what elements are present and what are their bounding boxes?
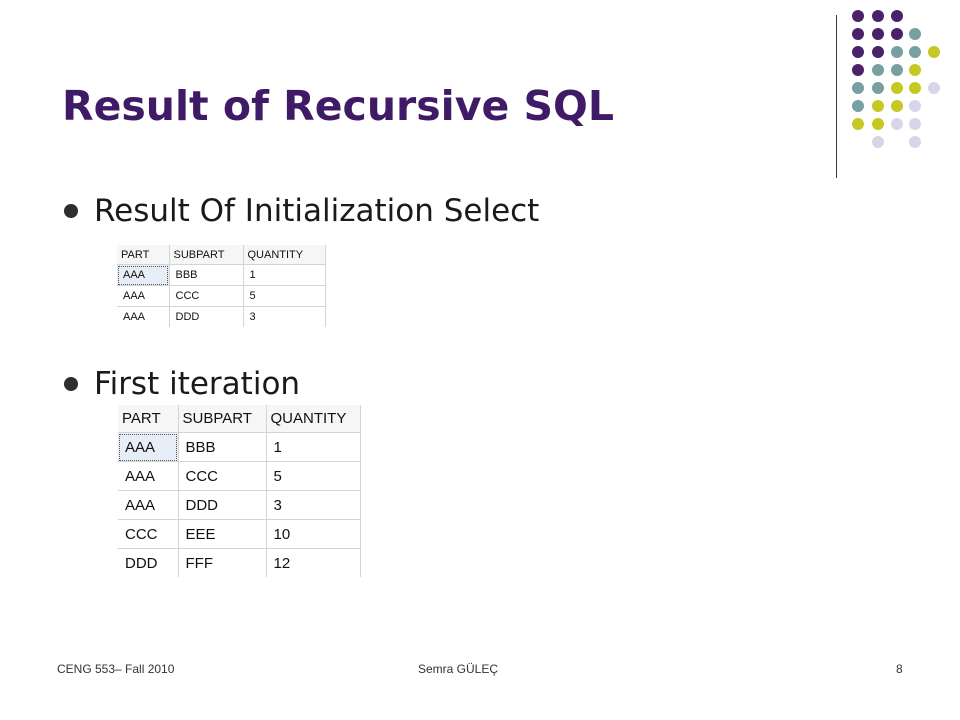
- table-cell: BBB: [169, 264, 244, 286]
- column-header: QUANTITY: [266, 405, 361, 433]
- table-row: AAA DDD 3: [118, 490, 361, 520]
- decorative-dot: [872, 100, 884, 112]
- table-cell: CCC: [178, 461, 267, 491]
- result-table-first-iteration: PART SUBPART QUANTITY AAA BBB 1 AAA CCC …: [118, 405, 361, 577]
- decorative-dot: [891, 118, 903, 130]
- decorative-dot: [928, 82, 940, 94]
- column-header: SUBPART: [169, 245, 244, 265]
- decorative-dot: [909, 82, 921, 94]
- decorative-dot: [852, 10, 864, 22]
- decorative-dot: [891, 100, 903, 112]
- table-cell: AAA: [118, 432, 179, 462]
- bullet-item-first-iteration: First iteration: [64, 366, 300, 402]
- table-row: AAA CCC 5: [117, 285, 326, 307]
- bullet-text: First iteration: [94, 366, 301, 402]
- footer-page-number: 8: [896, 662, 903, 676]
- decorative-dot: [872, 46, 884, 58]
- table-row: DDD FFF 12: [118, 548, 361, 577]
- table-cell: 3: [266, 490, 361, 520]
- column-header: PART: [117, 245, 170, 265]
- decorative-dot: [872, 82, 884, 94]
- table-cell: AAA: [118, 461, 179, 491]
- decorative-dot: [852, 28, 864, 40]
- column-header: SUBPART: [178, 405, 267, 433]
- decorative-dot: [891, 28, 903, 40]
- footer-author: Semra GÜLEÇ: [418, 662, 499, 676]
- decorative-dot: [891, 10, 903, 22]
- bullet-text: Result Of Initialization Select: [94, 193, 540, 229]
- table-cell: 1: [266, 432, 361, 462]
- decorative-dot: [909, 118, 921, 130]
- decorative-dot: [852, 64, 864, 76]
- decorative-dot: [909, 46, 921, 58]
- table-cell: 5: [266, 461, 361, 491]
- table-cell: 1: [243, 264, 326, 286]
- table-cell: EEE: [178, 519, 267, 549]
- column-header: QUANTITY: [243, 245, 326, 265]
- table-row: AAA CCC 5: [118, 461, 361, 491]
- decorative-dot: [891, 64, 903, 76]
- table-cell: AAA: [117, 306, 170, 327]
- table-cell: DDD: [178, 490, 267, 520]
- table-row: CCC EEE 10: [118, 519, 361, 549]
- table-row: AAA BBB 1: [117, 264, 326, 286]
- decorative-dot: [852, 118, 864, 130]
- decorative-dot: [872, 118, 884, 130]
- table-header-row: PART SUBPART QUANTITY: [118, 405, 361, 433]
- decorative-dot: [928, 46, 940, 58]
- table-cell: BBB: [178, 432, 267, 462]
- table-cell: CCC: [118, 519, 179, 549]
- column-header: PART: [118, 405, 179, 433]
- bullet-item-initialization: Result Of Initialization Select: [64, 193, 539, 229]
- decorative-vertical-line: [836, 15, 837, 178]
- decorative-dot: [909, 28, 921, 40]
- decorative-dot: [852, 46, 864, 58]
- table-row: AAA BBB 1: [118, 432, 361, 462]
- decorative-dot: [872, 136, 884, 148]
- decorative-dot: [872, 28, 884, 40]
- table-cell: 3: [243, 306, 326, 327]
- table-cell: CCC: [169, 285, 244, 307]
- decorative-dot: [852, 100, 864, 112]
- decorative-dot: [852, 82, 864, 94]
- table-cell: DDD: [118, 548, 179, 577]
- table-cell: 12: [266, 548, 361, 577]
- table-cell: AAA: [117, 264, 170, 286]
- table-cell: DDD: [169, 306, 244, 327]
- table-cell: AAA: [118, 490, 179, 520]
- decorative-dot: [872, 64, 884, 76]
- decorative-dot: [909, 64, 921, 76]
- decorative-dot: [909, 136, 921, 148]
- footer-course: CENG 553– Fall 2010: [57, 662, 175, 676]
- table-cell: FFF: [178, 548, 267, 577]
- table-cell: 10: [266, 519, 361, 549]
- slide-title: Result of Recursive SQL: [62, 82, 615, 130]
- bullet-icon: [64, 204, 78, 218]
- decorative-dot: [891, 82, 903, 94]
- decorative-dot: [909, 100, 921, 112]
- table-header-row: PART SUBPART QUANTITY: [117, 245, 326, 265]
- decorative-dot: [872, 10, 884, 22]
- table-cell: 5: [243, 285, 326, 307]
- decorative-dot: [891, 46, 903, 58]
- result-table-initialization: PART SUBPART QUANTITY AAA BBB 1 AAA CCC …: [117, 245, 326, 327]
- table-row: AAA DDD 3: [117, 306, 326, 327]
- table-cell: AAA: [117, 285, 170, 307]
- decorative-dot-grid: [0, 0, 960, 160]
- bullet-icon: [64, 377, 78, 391]
